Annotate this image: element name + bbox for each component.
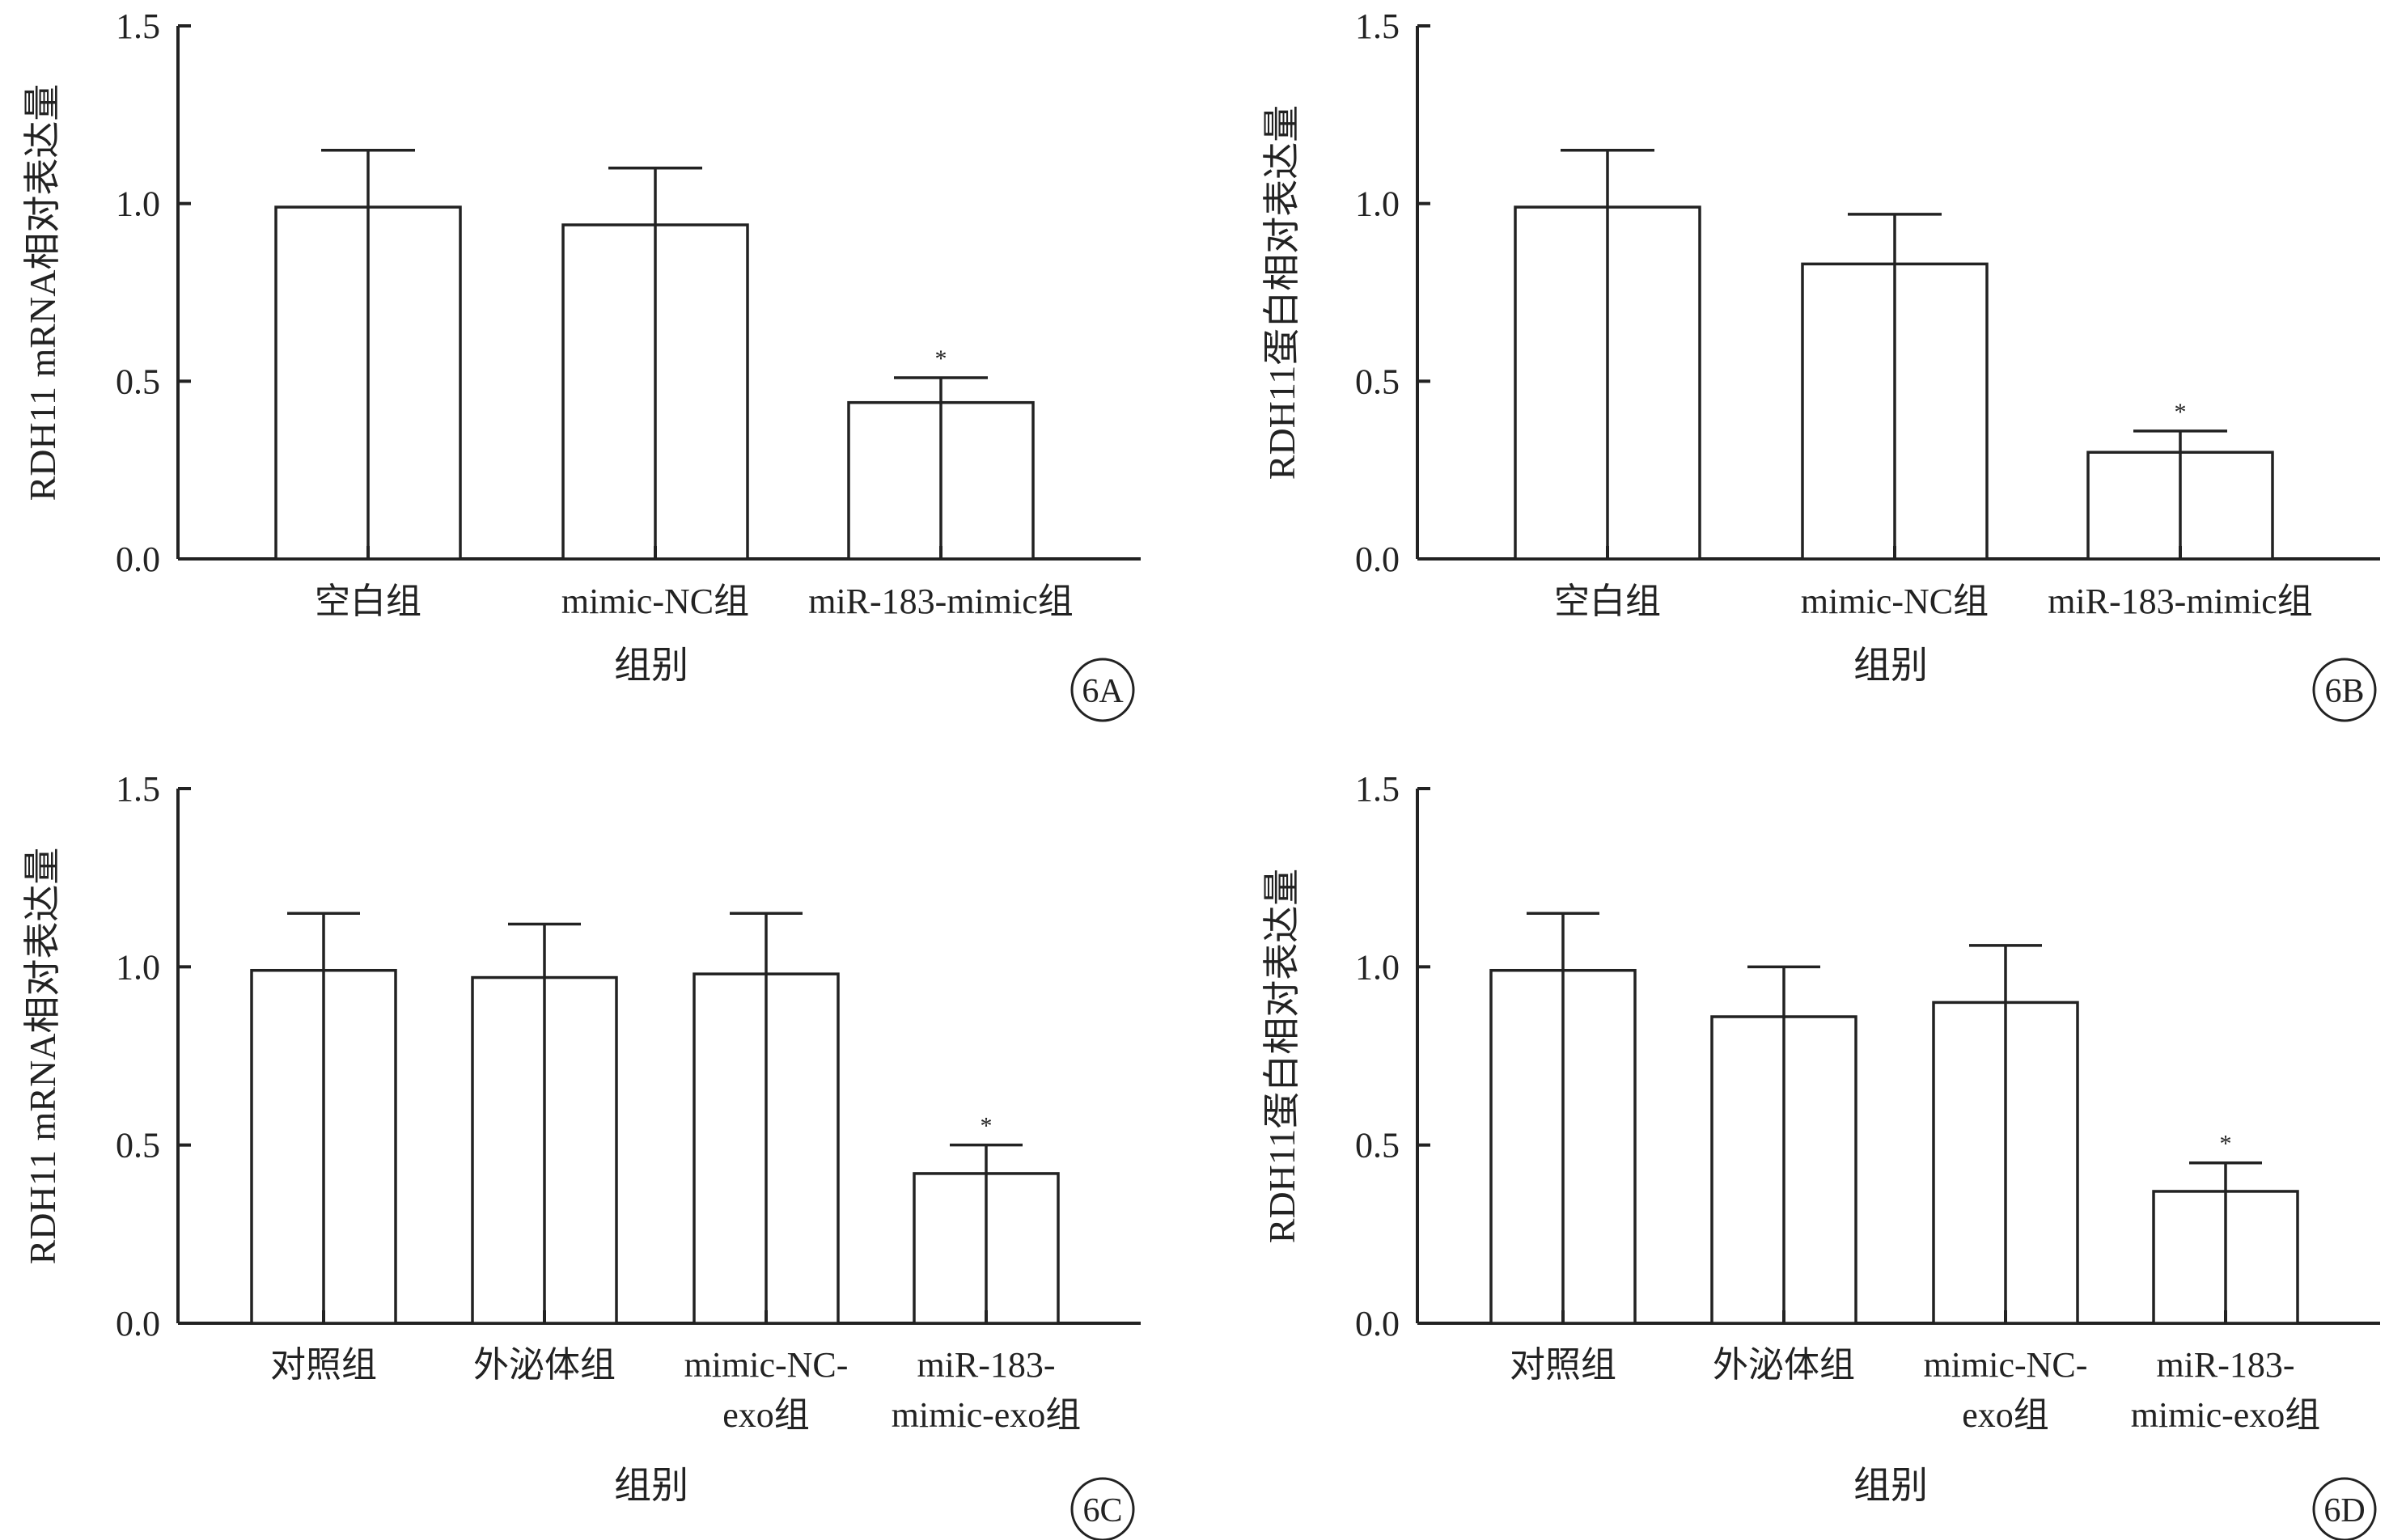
x-tick-label: mimic-NC-exo组: [684, 1345, 849, 1435]
panels: 0.0 0.5 1.0 1.5 空白组 mimic-NC组 * miR-183-mimic组组…: [22, 6, 2380, 1540]
x-tick-label: mimic-NC组: [1801, 582, 1989, 621]
x-tick-label: mimic-NC-exo组: [1924, 1345, 2088, 1435]
panel-label: 6B: [2324, 673, 2364, 710]
x-axis-label: 组别: [614, 1465, 688, 1506]
y-axis-label: RDH11蛋白相对表达量: [1261, 105, 1303, 480]
y-tick-label: 0.5: [116, 1126, 160, 1166]
x-tick-label: 外泌体组: [473, 1345, 616, 1385]
y-tick-label: 0.5: [1355, 362, 1400, 401]
x-tick-label: 空白组: [1554, 582, 1661, 621]
x-tick-label: mimic-NC组: [561, 582, 749, 621]
significance-marker: *: [981, 1113, 993, 1140]
y-tick-label: 1.5: [116, 6, 160, 46]
x-tick-label: miR-183-mimic组: [808, 582, 1074, 621]
y-tick-label: 0.0: [116, 539, 160, 579]
y-axis-label: RDH11 mRNA相对表达量: [22, 84, 63, 501]
x-tick-label: 外泌体组: [1713, 1345, 1855, 1385]
significance-marker: *: [2220, 1131, 2232, 1157]
y-tick-label: 0.0: [1355, 1304, 1400, 1343]
y-tick-label: 1.0: [116, 947, 160, 987]
y-axis-label: RDH11蛋白相对表达量: [1261, 869, 1303, 1243]
y-tick-label: 0.5: [1355, 1126, 1400, 1166]
x-tick-label: 对照组: [270, 1345, 377, 1385]
significance-marker: *: [935, 345, 947, 372]
panel-6d: 0.0 0.5 1.0 1.5 对照组 外泌体组 mimic-NC-exo组 * miR-183…: [1261, 769, 2380, 1540]
x-axis-label: 组别: [1853, 1465, 1928, 1506]
x-tick-label: miR-183-mimic组: [2048, 582, 2313, 621]
y-tick-label: 0.0: [1355, 539, 1400, 579]
y-tick-label: 1.5: [116, 769, 160, 809]
panel-label-circle: [2312, 658, 2377, 722]
panel-label-circle: [1070, 1477, 1135, 1540]
x-tick-label: 空白组: [315, 582, 421, 621]
panel-label-circle: [2312, 1477, 2377, 1540]
panel-label: 6D: [2323, 1492, 2365, 1529]
y-tick-label: 1.5: [1355, 769, 1400, 809]
x-tick-label: miR-183-mimic-exo组: [2131, 1345, 2321, 1435]
significance-marker: *: [2175, 399, 2187, 425]
x-axis-label: 组别: [614, 645, 688, 686]
panel-label-circle: [1070, 658, 1135, 722]
panel-6a: 0.0 0.5 1.0 1.5 空白组 mimic-NC组 * miR-183-mimic组组…: [22, 6, 1141, 722]
x-tick-label: miR-183-mimic-exo组: [892, 1345, 1082, 1435]
y-tick-label: 1.0: [116, 184, 160, 224]
x-tick-label: 对照组: [1510, 1345, 1616, 1385]
y-axis-label: RDH11 mRNA相对表达量: [22, 848, 63, 1265]
y-tick-label: 1.5: [1355, 6, 1400, 46]
panel-6c: 0.0 0.5 1.0 1.5 对照组 外泌体组 mimic-NC-exo组 * miR-183…: [22, 769, 1141, 1540]
panel-label: 6C: [1082, 1492, 1122, 1529]
panel-6b: 0.0 0.5 1.0 1.5 空白组 mimic-NC组 * miR-183-mimic组组…: [1261, 6, 2380, 722]
y-tick-label: 1.0: [1355, 184, 1400, 224]
y-tick-label: 0.5: [116, 362, 160, 401]
y-tick-label: 1.0: [1355, 947, 1400, 987]
y-tick-label: 0.0: [116, 1304, 160, 1343]
x-axis-label: 组别: [1853, 645, 1928, 686]
panel-label: 6A: [1082, 673, 1124, 710]
